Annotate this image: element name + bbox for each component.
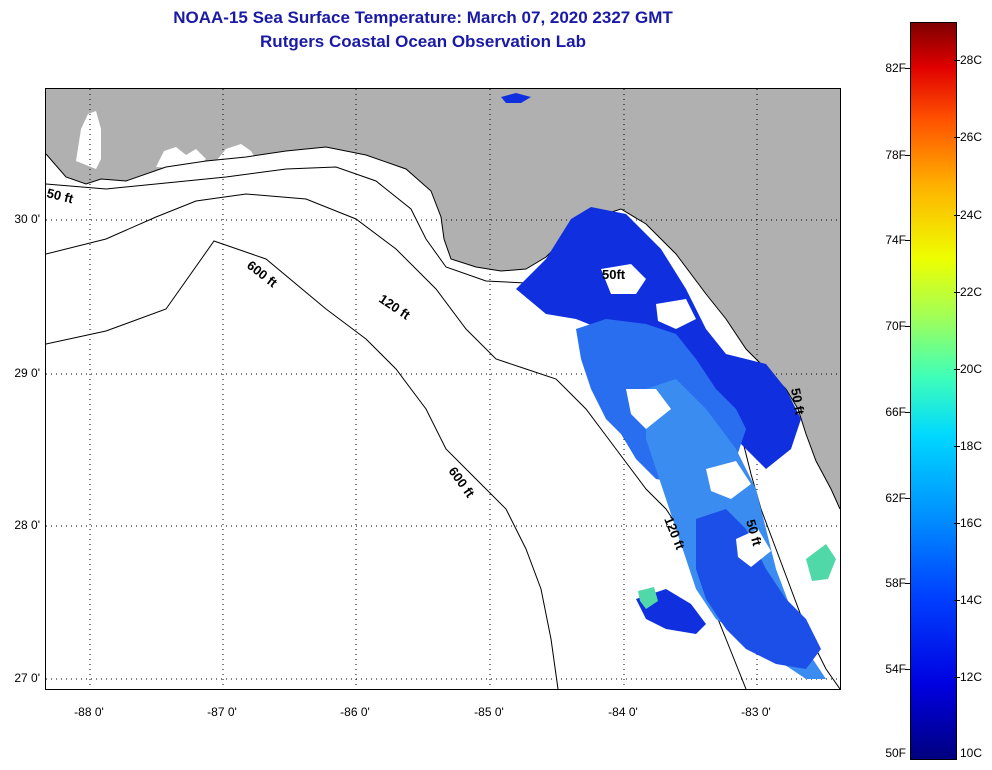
colorbar-f-label: 58F [885,576,906,590]
colorbar-c-label: 28C [960,53,983,67]
map-canvas: 50 ft 600 ft 120 ft 50ft 50 ft 600 ft 12… [46,89,840,689]
lat-label: 28 0' [14,518,40,532]
colorbar-tick [954,523,960,524]
colorbar-tick [954,677,960,678]
colorbar-c-label: 24C [960,208,983,222]
colorbar-tick [954,215,960,216]
colorbar-c-label: 12C [960,670,983,684]
colorbar-tick [905,68,911,69]
colorbar-f-label: 62F [885,491,906,505]
contour-label-50ft-east: 50 ft [788,387,808,417]
lon-label: -83 0' [741,705,771,719]
colorbar-f-label: 50F [885,746,906,760]
colorbar-tick [954,369,960,370]
lon-label: -88 0' [74,705,104,719]
colorbar-tick [905,412,911,413]
colorbar-f-label: 74F [885,233,906,247]
colorbar-f-label: 82F [885,61,906,75]
map-title: NOAA-15 Sea Surface Temperature: March 0… [173,8,673,27]
colorbar-f-label: 78F [885,148,906,162]
colorbar-f-label: 66F [885,405,906,419]
contour-label-50ft-tb: 50 ft [743,518,765,548]
colorbar-c-label: 14C [960,593,983,607]
lat-label: 30 0' [14,212,40,226]
lon-label: -87 0' [207,705,237,719]
lon-label: -84 0' [608,705,638,719]
lat-label: 27 0' [14,671,40,685]
colorbar-c-label: 16C [960,516,983,530]
colorbar-f-label: 70F [885,319,906,333]
colorbar-tick [905,498,911,499]
colorbar-c-label: 10C [960,746,983,760]
colorbar-tick [954,137,960,138]
colorbar-tick [954,446,960,447]
contour-label-50ft: 50 ft [46,185,75,206]
colorbar-tick [905,583,911,584]
temperature-colorbar [910,22,957,760]
colorbar-tick [905,155,911,156]
colorbar-c-label: 18C [960,439,983,453]
map-subtitle: Rutgers Coastal Ocean Observation Lab [260,32,586,51]
colorbar-c-label: 26C [960,130,983,144]
lat-label: 29 0' [14,366,40,380]
sst-data [501,93,836,679]
colorbar-f-label: 54F [885,662,906,676]
colorbar-tick [905,326,911,327]
lon-label: -85 0' [474,705,504,719]
colorbar-tick [905,669,911,670]
contour-label-50ft-north: 50ft [602,267,626,282]
pensacola-bay-inlet [156,147,206,169]
colorbar-c-label: 20C [960,362,983,376]
colorbar-c-label: 22C [960,285,983,299]
contour-600ft [46,240,559,689]
lon-label: -86 0' [340,705,370,719]
colorbar-tick [954,600,960,601]
colorbar-tick [905,240,911,241]
colorbar-tick [954,292,960,293]
mobile-bay-inlet [76,111,101,169]
colorbar-tick [954,60,960,61]
sst-map: 50 ft 600 ft 120 ft 50ft 50 ft 600 ft 12… [45,88,841,690]
